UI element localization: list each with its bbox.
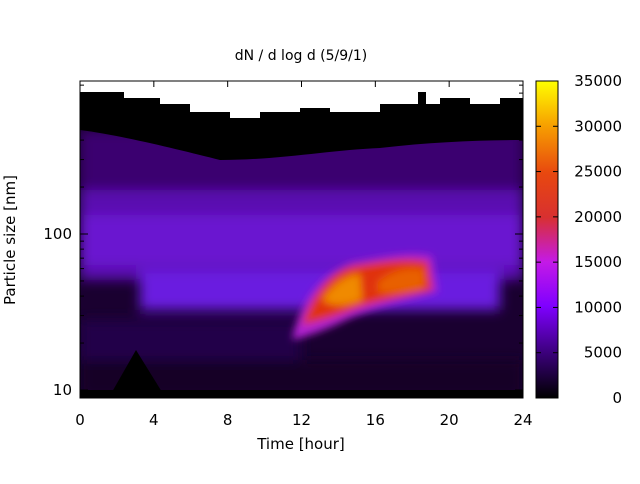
y-tick-label: 10 (53, 381, 72, 399)
colorbar (535, 80, 559, 399)
y-axis-label: Particle size [nm] (1, 175, 19, 305)
x-tick-label: 12 (292, 411, 311, 429)
x-tick-label: 20 (440, 411, 459, 429)
colorbar-tick-label: 20000 (574, 208, 622, 226)
colorbar-axis: 0 5000 10000 15000 20000 25000 30000 35000 (536, 72, 622, 407)
x-tick-label: 0 (75, 411, 85, 429)
colorbar-tick-label: 5000 (584, 344, 622, 362)
y-tick-label: 100 (43, 225, 72, 243)
x-axis: 0 4 8 12 16 20 24 (75, 81, 533, 429)
heatmap-area (80, 81, 523, 398)
x-tick-label: 16 (366, 411, 385, 429)
chart-title: dN / d log d (5/9/1) (235, 48, 368, 64)
x-tick-label: 24 (513, 411, 532, 429)
colorbar-tick-label: 0 (612, 389, 622, 407)
colorbar-tick-label: 30000 (574, 117, 622, 135)
x-axis-label: Time [hour] (256, 435, 345, 453)
colorbar-tick-label: 35000 (574, 72, 622, 90)
colorbar-tick-label: 15000 (574, 253, 622, 271)
colorbar-tick-label: 25000 (574, 163, 622, 181)
y-axis: 10 100 (43, 84, 523, 399)
colorbar-tick-label: 10000 (574, 298, 622, 316)
x-tick-label: 4 (149, 411, 159, 429)
x-tick-label: 8 (223, 411, 233, 429)
